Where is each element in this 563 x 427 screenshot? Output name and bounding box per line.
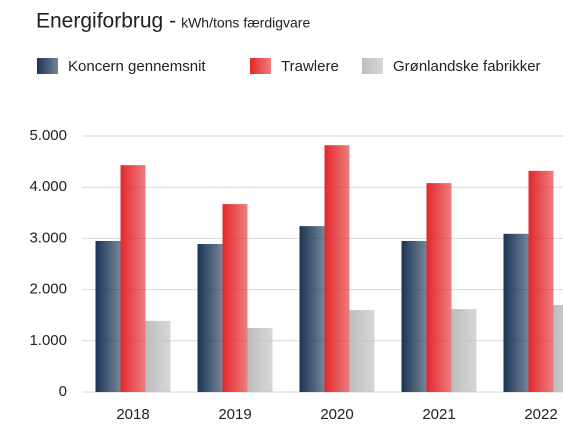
x-tick-label: 2021: [422, 406, 455, 423]
bar: [299, 226, 325, 392]
bar: [120, 165, 146, 392]
bar: [401, 240, 427, 392]
y-tick-label: 1.000: [29, 332, 67, 349]
bar: [349, 310, 375, 392]
legend-label: Grønlandske fabrikker: [393, 58, 541, 75]
bar: [451, 309, 477, 392]
bar: [324, 145, 350, 392]
x-tick-label: 2019: [218, 406, 251, 423]
legend-swatch: [362, 58, 383, 74]
x-tick-label: 2020: [320, 406, 353, 423]
bar: [197, 244, 223, 392]
chart-subtitle: kWh/tons færdigvare: [181, 15, 310, 31]
bar: [553, 304, 563, 392]
y-tick-label: 2.000: [29, 281, 67, 298]
y-tick-label: 4.000: [29, 178, 67, 195]
bar: [503, 233, 529, 392]
legend-label: Koncern gennemsnit: [68, 58, 206, 75]
legend-label: Trawlere: [281, 58, 339, 75]
legend-swatch: [37, 58, 58, 74]
y-tick-label: 0: [59, 383, 67, 400]
bar: [222, 204, 248, 392]
bar: [528, 170, 554, 392]
bar: [426, 183, 452, 392]
bar: [247, 328, 273, 392]
y-tick-label: 3.000: [29, 229, 67, 246]
bar: [95, 240, 121, 392]
x-tick-label: 2022: [524, 406, 557, 423]
y-tick-label: 5.000: [29, 127, 67, 144]
bar: [145, 320, 171, 392]
chart-title: Energiforbrug -: [36, 10, 176, 33]
x-tick-label: 2018: [116, 406, 149, 423]
legend-swatch: [250, 58, 271, 74]
